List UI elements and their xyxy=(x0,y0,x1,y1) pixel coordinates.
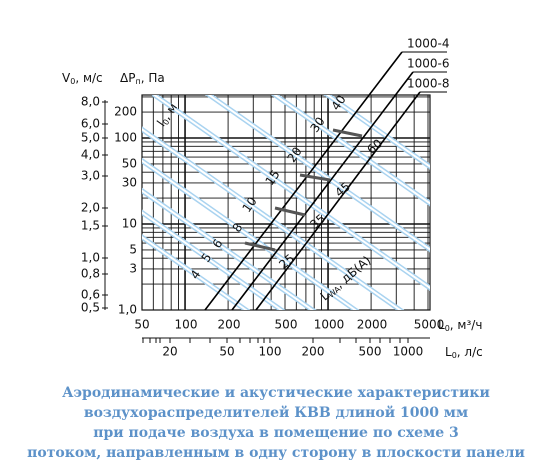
x2-unit: L0, л/с xyxy=(445,345,483,360)
caption-line: Аэродинамические и акустические характер… xyxy=(62,385,490,401)
dp-tick-label: 1,0 xyxy=(118,303,137,317)
x2-unit-main: L xyxy=(445,345,452,359)
series-line xyxy=(231,71,414,311)
throw-line-core xyxy=(142,189,315,310)
v-tick-label: 1,0 xyxy=(81,251,100,265)
x1-tick-label: 5000 xyxy=(414,318,445,332)
v-tick-label: 0,8 xyxy=(81,267,100,281)
v-tick-label: 0,5 xyxy=(81,301,100,315)
x1-unit-main: L xyxy=(438,318,445,332)
v-tick-label: 4,0 xyxy=(81,148,100,162)
noise-line xyxy=(274,206,306,217)
x1-tick-label: 100 xyxy=(175,318,198,332)
v-tick-label: 8,0 xyxy=(81,95,100,109)
series-line xyxy=(204,51,403,311)
v-title: V0, м/с xyxy=(62,71,103,86)
caption-line: при подаче воздуха в помещение по схеме … xyxy=(93,425,459,441)
throw-title-sub: 0 xyxy=(161,117,171,126)
series-label: 1000-8 xyxy=(407,77,450,91)
series-label: 1000-4 xyxy=(407,37,450,51)
noise-line xyxy=(244,241,276,252)
v-title-sub: 0 xyxy=(70,77,75,86)
x2-tick-label: 500 xyxy=(359,345,382,359)
throw-line-core xyxy=(152,95,430,290)
v-tick-label: 3,0 xyxy=(81,169,100,183)
x1-tick-label: 1000 xyxy=(314,318,345,332)
x1-tick-label: 50 xyxy=(134,318,149,332)
dp-tick-label: 200 xyxy=(114,105,137,119)
v-title-rest: , м/с xyxy=(75,71,102,85)
x1-unit-sub: 0 xyxy=(445,324,450,333)
v-title-main: V xyxy=(62,71,71,85)
x2-unit-sub: 0 xyxy=(452,351,457,360)
x1-tick-label: 200 xyxy=(218,318,241,332)
series-label: 1000-6 xyxy=(407,57,450,71)
dp-tick-label: 30 xyxy=(122,175,137,189)
dp-tick-label: 3 xyxy=(129,261,137,275)
v-tick-label: 0,6 xyxy=(81,288,100,302)
v-tick-label: 1,5 xyxy=(81,219,100,233)
series-line xyxy=(255,91,421,311)
throw-title-main: l xyxy=(154,118,167,129)
throw-lines xyxy=(142,95,430,310)
dp-tick-label: 10 xyxy=(122,217,137,231)
dp-title-rest: , Па xyxy=(141,71,165,85)
dp-tick-label: 50 xyxy=(122,156,137,170)
throw-line-core xyxy=(142,211,284,310)
dp-title: ΔPп, Па xyxy=(120,71,165,86)
x1-unit-rest: , м³/ч xyxy=(450,318,483,332)
dp-tick-label: 100 xyxy=(114,131,137,145)
throw-line-core xyxy=(142,159,357,310)
throw-line-core xyxy=(273,95,430,205)
x2-tick-label: 100 xyxy=(259,345,282,359)
throw-line-core xyxy=(142,235,248,310)
x2-tick-label: 20 xyxy=(162,345,177,359)
x1-tick-label: 2000 xyxy=(357,318,388,332)
v-tick-label: 5,0 xyxy=(81,131,100,145)
noise-line xyxy=(299,173,331,182)
caption-line: воздухораспределителей КВВ длиной 1000 м… xyxy=(84,404,468,421)
x2-unit-rest: , л/с xyxy=(457,345,483,359)
x2-tick-label: 50 xyxy=(219,345,234,359)
dp-title-main: ΔP xyxy=(120,71,135,85)
x2-tick-label: 1000 xyxy=(393,345,424,359)
x1-tick-label: 500 xyxy=(275,318,298,332)
x1-unit: L0, м³/ч xyxy=(438,318,482,333)
dp-tick-label: 5 xyxy=(129,242,137,256)
throw-line-core xyxy=(325,95,430,168)
noise-line xyxy=(332,128,363,138)
v-tick-label: 2,0 xyxy=(81,201,100,215)
dp-title-sub: п xyxy=(135,77,140,86)
throw-line-core xyxy=(207,95,430,251)
caption-line: потоком, направленным в одну сторону в п… xyxy=(27,445,525,461)
x2-tick-label: 200 xyxy=(302,345,325,359)
v-tick-label: 6,0 xyxy=(81,117,100,131)
